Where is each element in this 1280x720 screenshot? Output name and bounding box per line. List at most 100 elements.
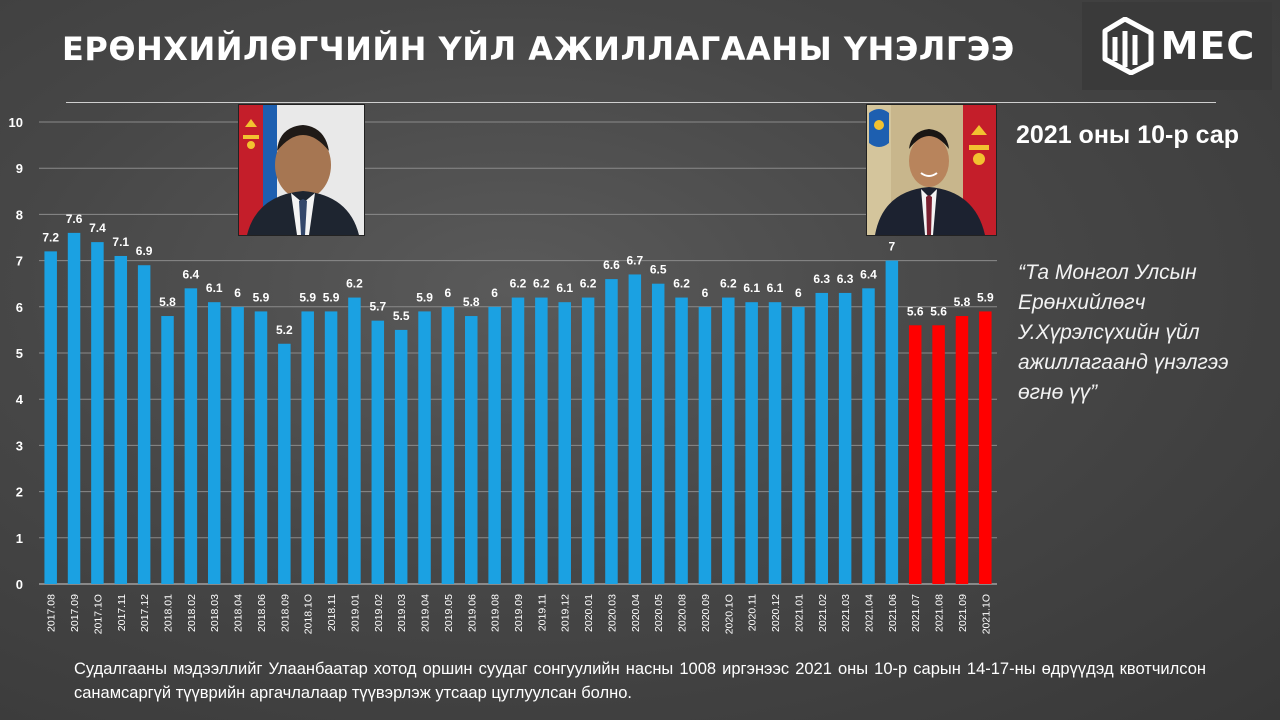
bar <box>184 288 198 584</box>
bar <box>722 297 735 584</box>
data-label: 7.4 <box>89 221 106 235</box>
survey-question: “Та Монгол Улсын Ерөнхийлөгч У.Хүрэлсүхи… <box>1018 258 1258 408</box>
data-label: 6.3 <box>837 272 854 286</box>
bar <box>441 306 455 584</box>
bar <box>348 297 361 584</box>
x-tick-label: 2021.02 <box>817 594 829 632</box>
x-tick-label: 2021.04 <box>863 594 875 632</box>
bar <box>628 274 642 584</box>
data-label: 5.9 <box>977 290 994 304</box>
survey-question-line: Ерөнхийлөгч <box>1018 291 1146 314</box>
y-tick-label: 10 <box>9 115 23 130</box>
x-tick-label: 2019.01 <box>349 594 361 632</box>
bar <box>932 325 945 584</box>
logo-text: MEC <box>1160 24 1256 68</box>
y-tick-label: 8 <box>16 207 23 222</box>
x-tick-label: 2019.05 <box>443 594 455 632</box>
data-label: 5.8 <box>954 295 971 309</box>
y-tick-label: 4 <box>16 392 24 407</box>
bar <box>792 306 805 584</box>
data-label: 6.2 <box>346 277 363 291</box>
data-label: 6 <box>795 286 802 300</box>
x-tick-label: 2021.06 <box>887 594 899 632</box>
data-label: 6.4 <box>183 267 200 281</box>
survey-question-line: “Та Монгол Улсын <box>1018 261 1197 284</box>
x-tick-label: 2018.1O <box>303 594 315 634</box>
data-label: 7 <box>889 240 896 254</box>
x-tick-label: 2020.04 <box>630 594 642 632</box>
x-tick-label: 2020.12 <box>770 594 782 632</box>
x-tick-label: 2018.01 <box>163 594 175 632</box>
bar <box>511 297 525 584</box>
data-label: 5.9 <box>416 290 433 304</box>
data-label: 6 <box>445 286 452 300</box>
data-label: 6.1 <box>767 281 784 295</box>
data-label: 6 <box>702 286 709 300</box>
bar <box>207 302 221 584</box>
x-tick-label: 2019.03 <box>396 594 408 632</box>
data-label: 5.5 <box>393 309 410 323</box>
data-label: 5.6 <box>907 304 924 318</box>
x-tick-label: 2019.04 <box>420 594 432 632</box>
bar <box>488 306 501 584</box>
x-tick-label: 2021.03 <box>840 594 852 632</box>
data-label: 5.9 <box>299 290 316 304</box>
bar <box>862 288 875 584</box>
bar <box>815 292 829 584</box>
bar <box>67 232 81 584</box>
x-tick-label: 2017.1O <box>92 594 104 634</box>
data-label: 5.7 <box>369 300 386 314</box>
data-label: 7.1 <box>112 235 129 249</box>
data-label: 7.6 <box>66 212 83 226</box>
y-tick-label: 6 <box>16 300 23 315</box>
data-label: 6.3 <box>813 272 830 286</box>
data-label: 6.2 <box>720 277 737 291</box>
survey-question-line: ажиллагаанд үнэлгээ <box>1018 351 1229 374</box>
bar <box>979 311 992 584</box>
bar <box>838 292 852 584</box>
x-tick-label: 2021.07 <box>910 594 922 632</box>
portrait-photo-right <box>866 104 997 236</box>
data-label: 6.7 <box>626 253 643 267</box>
logo-mark-icon <box>1102 17 1154 75</box>
x-tick-label: 2018.03 <box>209 594 221 632</box>
x-tick-label: 2017.09 <box>69 594 81 632</box>
bar <box>418 311 431 584</box>
data-label: 6.4 <box>860 267 877 281</box>
x-tick-label: 2018.04 <box>233 594 245 632</box>
bar <box>301 311 314 584</box>
y-tick-label: 0 <box>16 577 23 592</box>
y-tick-label: 7 <box>16 254 23 269</box>
data-label: 6.2 <box>533 277 550 291</box>
bar <box>745 302 758 584</box>
data-label: 6.1 <box>206 281 223 295</box>
x-tick-label: 2020.09 <box>700 594 712 632</box>
data-label: 6 <box>234 286 241 300</box>
header-divider <box>66 102 1216 103</box>
bar <box>254 311 268 584</box>
portrait-photo-left <box>238 104 365 236</box>
bar <box>161 316 174 584</box>
bar <box>114 255 128 585</box>
y-tick-label: 3 <box>16 438 23 453</box>
data-label: 6.1 <box>743 281 760 295</box>
data-label: 6.9 <box>136 244 153 258</box>
x-tick-label: 2017.11 <box>116 594 128 631</box>
y-tick-label: 1 <box>16 531 23 546</box>
x-tick-label: 2019.09 <box>513 594 525 632</box>
data-label: 5.6 <box>930 304 947 318</box>
x-tick-label: 2017.08 <box>46 594 58 632</box>
x-tick-label: 2020.03 <box>606 594 618 632</box>
bar <box>137 265 151 584</box>
survey-period-label: 2021 оны 10-р сар <box>1016 121 1239 149</box>
data-label: 5.8 <box>159 295 176 309</box>
brand-logo: MEC <box>1082 2 1272 90</box>
y-tick-label: 2 <box>16 485 23 500</box>
x-tick-label: 2019.08 <box>490 594 502 632</box>
x-tick-label: 2020.05 <box>653 594 665 632</box>
x-tick-label: 2021.09 <box>957 594 969 632</box>
y-tick-label: 9 <box>16 161 23 176</box>
data-label: 6.1 <box>556 281 573 295</box>
bar <box>955 316 969 584</box>
survey-footnote: Судалгааны мэдээллийг Улаанбаатар хотод … <box>74 660 1206 702</box>
